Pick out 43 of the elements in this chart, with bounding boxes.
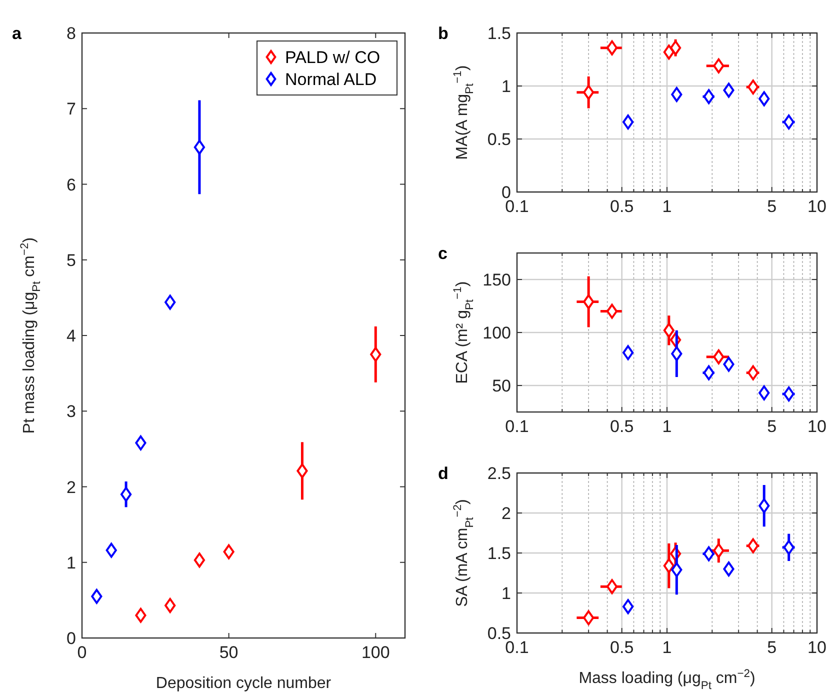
x-tick-label: 0.5 [610, 197, 634, 216]
y-tick-label: 100 [482, 324, 511, 342]
chart-title: d [438, 464, 448, 483]
x-tick-label: 5 [767, 638, 777, 657]
y-tick-label: 1 [66, 553, 76, 572]
x-tick-label: 10 [808, 417, 826, 436]
x-tick-label: 100 [361, 643, 390, 662]
y-tick-label: 2 [502, 504, 511, 523]
y-tick-label: 3 [66, 402, 76, 422]
x-tick-label: 1 [662, 638, 672, 657]
y-tick-label: 7 [66, 100, 76, 119]
x-tick-label: 0.5 [610, 417, 634, 436]
y-tick-label: 1.5 [487, 544, 511, 563]
y-tick-label: 8 [66, 24, 76, 43]
x-tick-label: 1 [662, 197, 672, 216]
x-tick-label: 1 [662, 417, 672, 436]
x-tick-label: 5 [767, 417, 777, 436]
y-tick-label: 2 [66, 478, 76, 497]
chart-title: b [438, 24, 448, 43]
y-tick-label: 6 [66, 175, 76, 194]
x-tick-label: 0.5 [610, 638, 634, 657]
y-tick-label: 4 [66, 326, 76, 346]
y-tick-label: 0.5 [487, 130, 511, 149]
y-tick-label: 2.5 [487, 464, 511, 483]
y-tick-label: 1 [502, 584, 511, 603]
x-axis-title: Mass loading (μg$_{Pt}$ cm$^{−2}$) [578, 668, 756, 692]
legend-label: PALD w/ CO [285, 48, 380, 67]
x-axis-title: Deposition cycle number [156, 675, 332, 692]
legend-label: Normal ALD [285, 70, 377, 89]
y-tick-label: 150 [482, 270, 511, 290]
chart-title: c [438, 244, 448, 263]
y-tick-label: 1 [502, 77, 511, 96]
x-tick-label: 0.1 [505, 197, 529, 216]
x-tick-label: 5 [767, 197, 777, 216]
x-tick-label: 0.1 [505, 417, 529, 436]
x-tick-label: 10 [808, 638, 826, 657]
x-tick-label: 50 [219, 643, 238, 662]
x-tick-label: 0.1 [505, 638, 529, 657]
y-tick-label: 5 [66, 250, 76, 270]
y-tick-label: 1.5 [487, 24, 511, 43]
x-tick-label: 10 [808, 197, 826, 216]
y-tick-label: 50 [492, 376, 511, 396]
chart-title: a [12, 24, 22, 43]
